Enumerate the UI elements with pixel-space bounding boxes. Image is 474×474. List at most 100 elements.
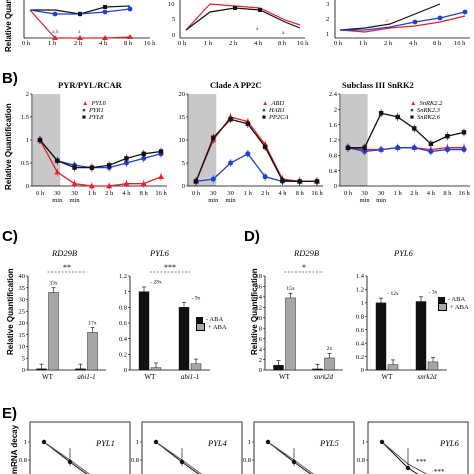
b-xtick-label: 30 (71, 190, 78, 197)
c-legend-plus: + ABA (196, 323, 227, 331)
d-bar-minus-aba (375, 302, 387, 371)
b-xtick-label: 2 h (261, 190, 270, 197)
c-ytick-label: 30 (19, 297, 26, 304)
d-ytick-label: 2 (259, 357, 262, 364)
b-ytick-label: 15 (179, 114, 186, 121)
b-series-line-PYL8 (39, 139, 162, 169)
b-point-PYL6 (123, 180, 130, 186)
b-xtick-label: 30 (54, 190, 61, 197)
b-point-PYL6 (158, 173, 164, 179)
c-ytick-label: 40 (19, 273, 26, 280)
b-point-SnRK2.6 (428, 141, 434, 147)
b-legend-2: ▲ SnRK2.2 ● SnRK2.3 ■ SnRK2.6 (410, 100, 442, 121)
legend-item-abi1: ▲ ABI1 (262, 100, 285, 107)
e-gene-3: PYL6 (440, 438, 459, 448)
panel-b-letter: B) (2, 70, 18, 87)
b-point-SnRK2.6 (378, 110, 384, 116)
d-bar-plus-aba (427, 361, 439, 371)
d-ytick-label: 8 (259, 325, 262, 332)
panel-c-letter: C) (2, 228, 18, 245)
a-xtick-0: 0 h (22, 40, 31, 47)
d-legend-plus: + ABA (438, 303, 469, 311)
legend-item-pp2ca: ■ PP2CA (262, 114, 289, 121)
c-xtick-label: WT (42, 373, 54, 381)
a-mid-xtick-4: 8 h (278, 40, 287, 47)
b-ytick-label: 0 (334, 183, 337, 190)
d-xtick-label: WT (279, 373, 291, 381)
a-mid-xtick-3: 4 h (254, 40, 263, 47)
b-point-SnRK2.6 (395, 114, 400, 120)
b-series-line-PP2CA (195, 118, 317, 183)
e-chart-0: 10.8 (19, 421, 131, 474)
b-title-2: Subclass III SnRK2 (342, 80, 414, 90)
b-xtick-label: 30 (227, 190, 234, 197)
b-xtick-label: 0 h (36, 190, 45, 197)
a-xtick-3: 4 h (99, 40, 108, 47)
c-ytick-label: 0.8 (119, 305, 127, 312)
b-xtick-sublabel: min (70, 197, 81, 204)
d-legend: - ABA + ABA (438, 296, 469, 311)
b-point-PYL6 (106, 183, 113, 189)
b-title-0: PYR/PYL/RCAR (58, 80, 122, 90)
a-right-ytick-2: 2 (326, 16, 330, 23)
d-right-gene: PYL6 (394, 248, 413, 258)
b-xtick-label: 8 h (443, 190, 452, 197)
b-xtick-sublabel: min (376, 197, 387, 204)
b-xtick-label: 16 h (155, 190, 167, 197)
b-ytick-label: 2 (334, 107, 337, 114)
a-right-xtick-4: 8 h (433, 40, 442, 47)
panel-c-charts: 40 35 30 25 20 15 10 5 0 WT 33x abi1-1 17x ** 1.2 1 0.8 0… (19, 263, 210, 381)
a-mid-xtick-1: 1 h (204, 40, 213, 47)
d-ytick-label: 18 (256, 273, 263, 280)
e-ytick-label: 0.8 (243, 457, 251, 464)
b-ytick-label: 20 (179, 91, 186, 98)
c-ytick-label: 1.2 (119, 273, 127, 280)
b-point-SnRK2.6 (412, 126, 417, 131)
a-mid-xtick-5: 16 h (297, 40, 309, 47)
b-point-HAB1 (228, 160, 234, 166)
e-point (405, 465, 411, 471)
b-ytick-label: 0.8 (329, 153, 337, 160)
c-ytick-label: 5 (22, 355, 25, 362)
e-ytick-label: 1 (136, 439, 139, 446)
b-point-PYL6 (140, 180, 147, 186)
a-mid-xtick-2: 2 h (229, 40, 238, 47)
b-ytick-label: 2.4 (329, 91, 338, 98)
c-legend: - ABA + ABA (196, 316, 227, 331)
legend-item-snrk22: ▲ SnRK2.2 (410, 100, 443, 107)
legend-item-snrk23: ● SnRK2.3 (410, 107, 440, 114)
e-ytick-label: 1 (24, 439, 27, 446)
d-ytick-label: 0.4 (356, 340, 365, 347)
b-legend-0: ▲ PYL6 ● PYR1 ■ PYL8 (82, 100, 106, 121)
d-ytick-label: 6 (259, 336, 263, 343)
d-sig-label: * (302, 263, 306, 272)
e-frame (367, 421, 469, 474)
b-point-PP2CA (280, 178, 285, 183)
panel-e-charts: 10.810.810.810.8 ****** (19, 421, 469, 474)
b-series-line-SnRK2.6 (348, 112, 465, 149)
c-bar-plus-aba (48, 292, 59, 371)
b-point-PYL8 (55, 158, 60, 163)
b-point-HAB1 (262, 174, 268, 180)
d-bar-minus-aba (415, 301, 427, 371)
b-xtick-label: 16 h (311, 190, 323, 197)
c-sig-label: ** (63, 263, 71, 272)
c-bar-plus-aba (150, 367, 162, 371)
b-point-PYL8 (158, 149, 164, 154)
b-point-SnRK2.3 (411, 145, 417, 151)
b-point-PYL8 (124, 156, 129, 161)
e-chart-2: 10.8 (243, 421, 355, 474)
a-right-xtick-1: 1 h (359, 40, 368, 47)
e-sig-label: *** (416, 458, 427, 466)
c-ytick-label: 20 (19, 320, 26, 327)
d-ytick-label: 0.6 (356, 327, 365, 334)
d-bar-plus-aba (324, 357, 335, 371)
e-point (41, 439, 47, 445)
b-point-PYL8 (37, 137, 43, 143)
c-fold-label: 33x (49, 280, 58, 286)
b-point-PYL6 (88, 183, 95, 189)
svg-text:a,b: a,b (52, 29, 59, 35)
d-fold-label: - 12x (387, 291, 399, 297)
b-point-PP2CA (314, 179, 320, 184)
